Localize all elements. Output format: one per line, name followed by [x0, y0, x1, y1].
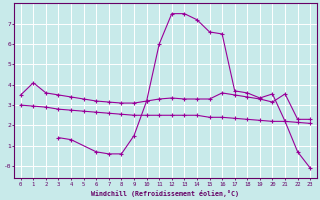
- X-axis label: Windchill (Refroidissement éolien,°C): Windchill (Refroidissement éolien,°C): [92, 190, 239, 197]
